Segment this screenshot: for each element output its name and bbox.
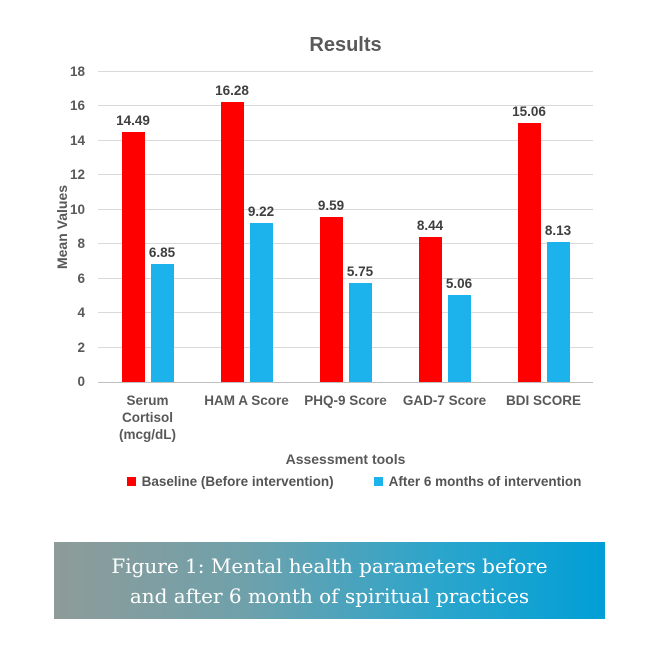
bar-series-2-cat-3 — [348, 282, 372, 382]
gridline — [98, 174, 593, 176]
y-tick-label: 10 — [69, 201, 85, 217]
x-tick-label: GAD-7 Score — [402, 393, 487, 408]
x-axis-line — [98, 382, 593, 383]
y-tick-label: 12 — [69, 167, 85, 183]
y-tick-label: 6 — [77, 270, 85, 286]
x-tick-label: BDI SCORE — [505, 393, 581, 408]
legend-item-2: After 6 months of intervention — [373, 474, 582, 489]
gridline — [98, 208, 593, 210]
y-axis-title: Mean Values — [54, 184, 70, 270]
bar-series-1-cat-5 — [517, 122, 541, 382]
y-tick-label: 14 — [69, 132, 85, 148]
bar-value-label: 9.59 — [317, 197, 345, 213]
bar-value-label: 9.22 — [247, 204, 275, 220]
bar-series-1-cat-2 — [220, 101, 244, 382]
gridline — [98, 139, 593, 141]
legend-swatch-icon — [126, 477, 136, 486]
bar-value-label: 16.28 — [215, 82, 249, 98]
bar-series-2-cat-2 — [249, 223, 273, 382]
bar-value-label: 14.49 — [116, 113, 150, 129]
y-tick-label: 0 — [77, 374, 85, 389]
gridline — [98, 105, 593, 107]
y-tick-label: 16 — [69, 98, 85, 114]
plot-area: 14.49 6.85 16.28 9.22 9.59 5.75 8.44 5.06 15.06 8… — [98, 71, 593, 383]
gridline — [98, 277, 593, 279]
legend-swatch-icon — [373, 477, 383, 486]
y-tick-label: 8 — [77, 236, 85, 252]
gridline — [98, 312, 593, 314]
gridline — [98, 71, 593, 72]
bar-series-2-cat-5 — [546, 241, 570, 382]
y-tick-label: 4 — [77, 305, 85, 321]
bar-series-2-cat-4 — [447, 294, 471, 382]
bar-value-label: 6.85 — [148, 245, 176, 261]
bar-value-label: 5.06 — [445, 275, 473, 291]
chart-title: Results — [309, 34, 382, 56]
legend-item-1: Baseline (Before intervention) — [126, 474, 334, 489]
legend-label: After 6 months of intervention — [388, 474, 582, 489]
x-axis-title: Assessment tools — [285, 451, 406, 467]
caption-line-1: Figure 1: Mental health parameters befor… — [111, 554, 548, 578]
bar-value-label: 8.13 — [544, 222, 572, 238]
gridline — [98, 243, 593, 245]
bar-chart: Results Mean Values 14.49 6.85 16.28 9.22 9.… — [30, 34, 648, 489]
legend-label: Baseline (Before intervention) — [141, 474, 334, 489]
bar-value-label: 5.75 — [346, 263, 374, 279]
gridline — [98, 346, 593, 348]
bar-series-1-cat-3 — [319, 216, 343, 382]
y-tick-label: 18 — [69, 64, 85, 79]
y-tick-label: 2 — [77, 339, 85, 355]
x-tick-label: PHQ-9 Score — [304, 393, 387, 408]
caption-line-2: and after 6 month of spiritual practices — [129, 584, 530, 608]
bar-value-label: 8.44 — [416, 217, 444, 233]
chart-legend: Baseline (Before intervention) After 6 mo… — [30, 474, 648, 489]
bar-series-1-cat-4 — [418, 236, 442, 382]
bar-series-1-cat-1 — [121, 132, 145, 382]
bar-value-label: 15.06 — [512, 103, 546, 119]
x-tick-label: HAM A Score — [204, 393, 289, 408]
x-tick-label: Serum Cortisol (mcg/dL) — [119, 393, 176, 442]
bar-series-2-cat-1 — [150, 264, 174, 382]
figure-caption: Figure 1: Mental health parameters befor… — [54, 542, 605, 619]
